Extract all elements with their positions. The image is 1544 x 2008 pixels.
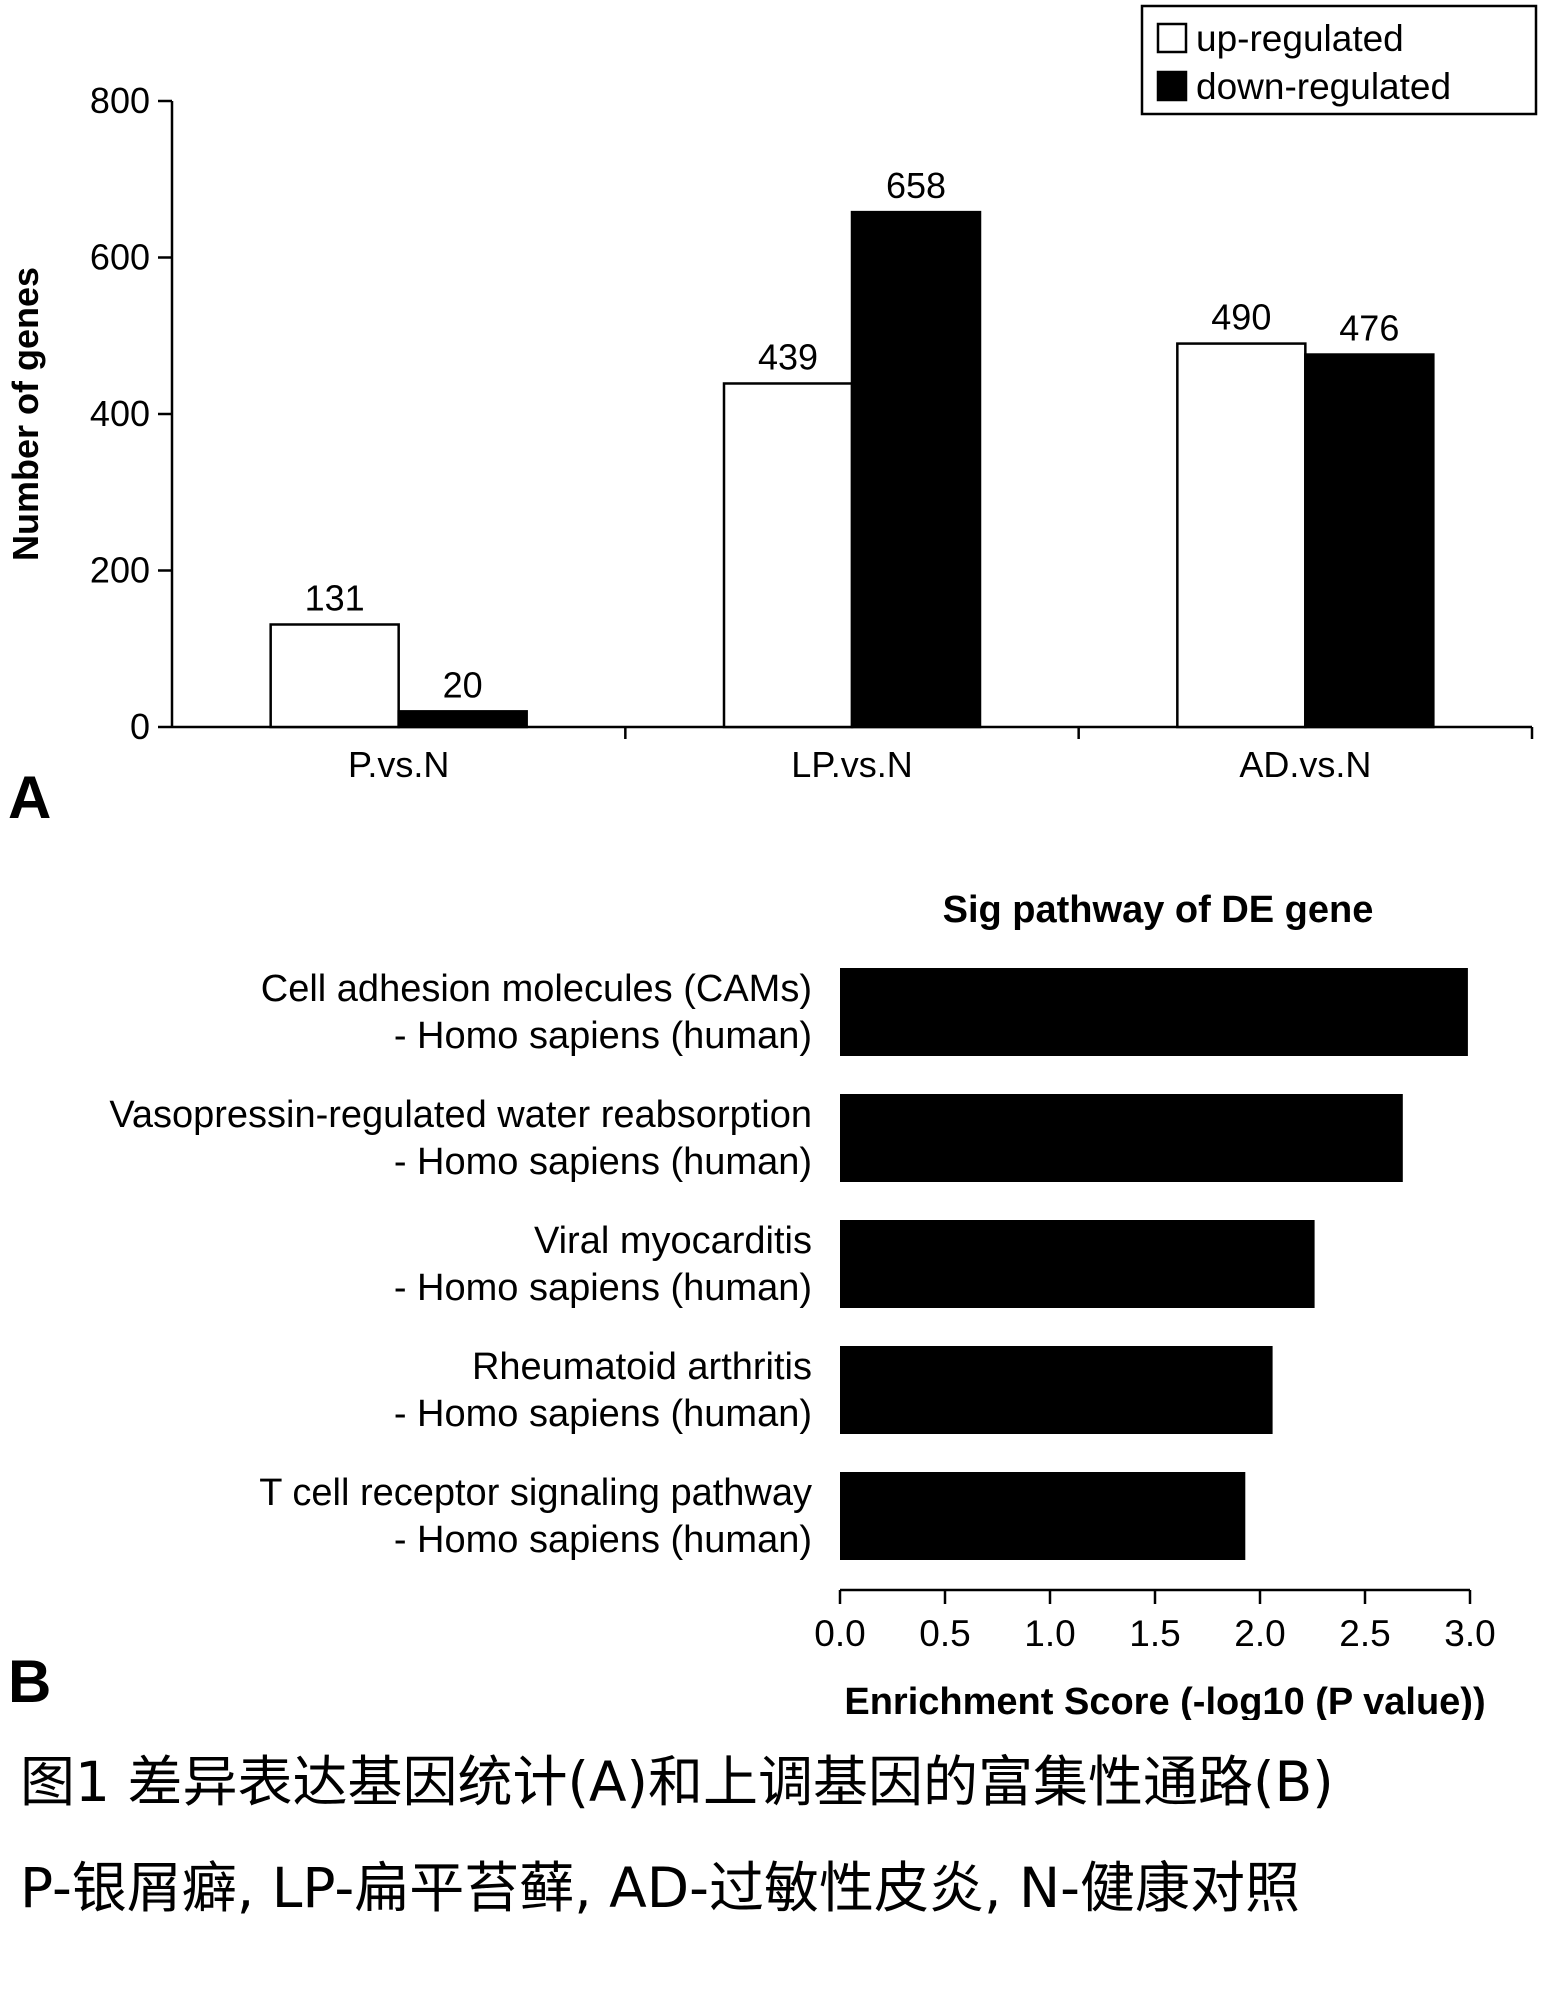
x-tick-label: 0.0 <box>814 1613 865 1654</box>
data-label: 658 <box>886 165 946 206</box>
data-label: 476 <box>1339 308 1399 349</box>
category-label: - Homo sapiens (human) <box>394 1015 812 1057</box>
category-label: - Homo sapiens (human) <box>394 1267 812 1309</box>
data-label: 439 <box>758 336 818 377</box>
y-axis-label: Number of genes <box>5 267 46 561</box>
category-label: Cell adhesion molecules (CAMs) <box>261 968 812 1010</box>
chart-title: Sig pathway of DE gene <box>943 889 1374 931</box>
category-label: - Homo sapiens (human) <box>394 1141 812 1183</box>
legend-swatch-up-regulated <box>1156 22 1188 54</box>
y-tick-label: 600 <box>90 237 150 278</box>
figure-caption-line-2: P-银屑癖, LP-扁平苔藓, AD-过敏性皮炎, N-健康对照 <box>20 1856 1300 1920</box>
x-tick-label: 1.0 <box>1024 1613 1075 1654</box>
panel-label-b: B <box>8 1648 52 1715</box>
figure-caption-line-1: 图1 差异表达基因统计(A)和上调基因的富集性通路(B) <box>20 1750 1334 1814</box>
category-label: - Homo sapiens (human) <box>394 1519 812 1561</box>
category-label: T cell receptor signaling pathway <box>259 1472 812 1514</box>
bar-up-regulated <box>1176 342 1307 729</box>
data-label: 490 <box>1211 297 1271 338</box>
bar <box>840 1094 1403 1182</box>
legend-label: up-regulated <box>1196 18 1404 59</box>
panel-label-a: A <box>8 764 52 831</box>
category-label: - Homo sapiens (human) <box>394 1393 812 1435</box>
bar <box>840 1472 1246 1560</box>
legend-label: down-regulated <box>1196 66 1451 107</box>
x-tick-label: LP.vs.N <box>791 744 912 785</box>
category-label: Vasopressin-regulated water reabsorption <box>109 1094 812 1136</box>
x-tick-label: 1.5 <box>1129 1613 1180 1654</box>
x-tick-label: 3.0 <box>1444 1613 1495 1654</box>
bar <box>840 1346 1273 1434</box>
x-tick-label: AD.vs.N <box>1239 744 1371 785</box>
bar-down-regulated <box>397 710 528 729</box>
x-tick-label: P.vs.N <box>348 744 449 785</box>
legend-box <box>1140 4 1538 116</box>
x-tick-label: 0.5 <box>919 1613 970 1654</box>
y-tick-label: 200 <box>90 550 150 591</box>
category-label: Rheumatoid arthritis <box>472 1346 812 1388</box>
bar-up-regulated <box>722 382 854 729</box>
y-tick-label: 0 <box>130 706 150 747</box>
data-label: 131 <box>305 577 365 618</box>
y-tick-label: 400 <box>90 393 150 434</box>
bar-down-regulated <box>850 210 982 729</box>
bar-up-regulated <box>269 623 400 729</box>
x-tick-label: 2.5 <box>1339 1613 1390 1654</box>
data-label: 20 <box>443 664 483 705</box>
x-tick-label: 2.0 <box>1234 1613 1285 1654</box>
category-label: Viral myocarditis <box>534 1220 812 1262</box>
chart-a: 0 200 400 600 800 Number of genes 131 20 P.vs.N 4… <box>5 4 1538 785</box>
x-axis-label: Enrichment Score (-log10 (P value)) <box>844 1681 1485 1720</box>
chart-b: Sig pathway of DE gene Cell adhesion mole… <box>109 889 1495 1720</box>
bar-down-regulated <box>1304 353 1435 729</box>
y-tick-label: 800 <box>90 80 150 121</box>
figure: 0 200 400 600 800 Number of genes 131 20 P.vs.N 4… <box>5 4 1538 1720</box>
bar <box>840 968 1468 1056</box>
bar <box>840 1220 1315 1308</box>
legend-swatch-down-regulated <box>1156 70 1188 102</box>
